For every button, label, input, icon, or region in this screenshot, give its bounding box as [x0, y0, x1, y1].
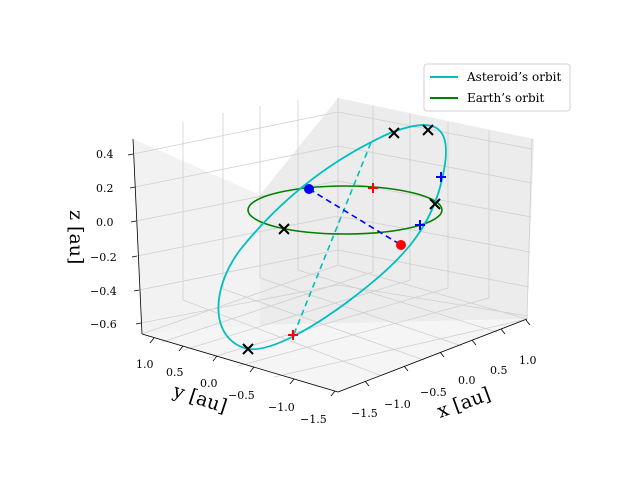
- x-tick-label: −0.5: [420, 386, 447, 399]
- plus-markers: [288, 172, 446, 340]
- z-axis-edge: [132, 138, 143, 335]
- x-tick-label: 0.0: [458, 374, 476, 387]
- legend-label-earth: Earth’s orbit: [467, 91, 544, 105]
- x-marker: [388, 127, 400, 139]
- x-tick-label: −1.5: [351, 407, 378, 420]
- x-markers: [242, 124, 441, 355]
- tick-marks: [127, 153, 531, 397]
- y-tick-label: −1.0: [268, 401, 295, 414]
- plus-marker: [368, 183, 378, 193]
- plus-marker: [415, 220, 425, 230]
- x-marker: [278, 223, 290, 235]
- asteroid-orbit-dashed: [293, 139, 373, 335]
- x-tick-label: −1.0: [384, 398, 411, 411]
- y-tick-label: 1.0: [136, 358, 154, 371]
- x-marker: [429, 198, 441, 210]
- legend: Asteroid’s orbit Earth’s orbit: [423, 63, 571, 112]
- red-dot-marker: [396, 240, 406, 250]
- z-tick-label: −0.6: [90, 318, 117, 331]
- x-marker: [242, 343, 254, 355]
- legend-box: [423, 63, 571, 112]
- blue-dot-marker: [304, 184, 314, 194]
- y-tick-label: −1.5: [300, 413, 327, 426]
- y-tick-label: −0.5: [228, 389, 255, 402]
- back-pane: [260, 98, 534, 325]
- y-axis-edge: [141, 333, 339, 393]
- asteroid-orbit-line: [217, 124, 447, 351]
- x-tick-label: 1.0: [519, 354, 537, 367]
- x-axis-edge: [337, 318, 528, 393]
- y-tick-label: 0.5: [166, 366, 184, 379]
- z-tick-label: −0.4: [90, 285, 117, 298]
- y-tick-label: 0.0: [200, 377, 218, 390]
- z-tick-label: 0.2: [96, 182, 114, 195]
- z-tick-label: 0.4: [96, 148, 114, 161]
- left-pane: [133, 139, 260, 334]
- plus-marker: [288, 330, 298, 340]
- z-axis-label: z [au]: [65, 210, 87, 264]
- z-tick-label: −0.2: [90, 251, 117, 264]
- x-tick-label: 0.5: [490, 364, 508, 377]
- floor-pane: [142, 319, 527, 392]
- earth-orbit-line: [247, 185, 443, 235]
- x-marker: [422, 124, 434, 136]
- z-tick-label: 0.0: [96, 216, 114, 229]
- legend-label-asteroid: Asteroid’s orbit: [466, 70, 561, 84]
- plus-marker: [436, 172, 446, 182]
- connecting-line-dashed: [308, 188, 402, 246]
- grid: [132, 98, 533, 393]
